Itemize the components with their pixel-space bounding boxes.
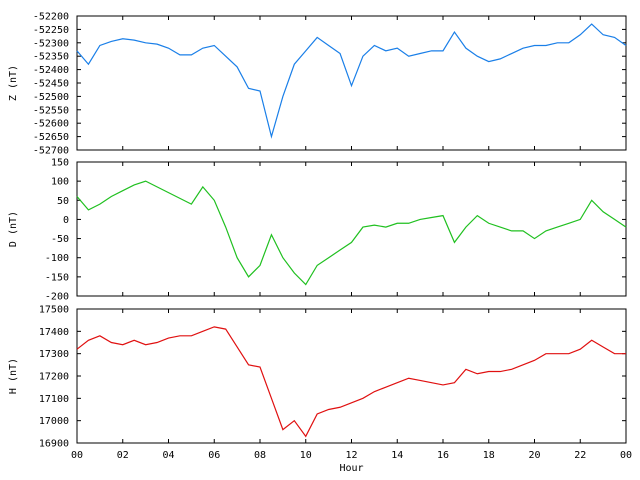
x-tick-label: 10 bbox=[300, 450, 312, 461]
y-tick-label: -100 bbox=[45, 253, 69, 264]
y-tick-label: -52250 bbox=[33, 25, 69, 36]
y-tick-label: 17300 bbox=[39, 349, 69, 360]
y-axis-label: H (nT) bbox=[8, 358, 19, 394]
x-tick-label: 16 bbox=[437, 450, 449, 461]
y-tick-label: -52400 bbox=[33, 65, 69, 76]
x-tick-label: 12 bbox=[345, 450, 357, 461]
y-tick-label: 17400 bbox=[39, 327, 69, 338]
x-axis-label: Hour bbox=[339, 463, 363, 474]
y-tick-label: -52700 bbox=[33, 146, 69, 157]
x-tick-label: 20 bbox=[528, 450, 540, 461]
plot-frame bbox=[76, 308, 627, 444]
y-tick-label: -50 bbox=[51, 234, 69, 245]
plot-frame bbox=[76, 15, 627, 151]
y-tick-label: 0 bbox=[63, 215, 69, 226]
y-tick-label: 17000 bbox=[39, 416, 69, 427]
x-tick-label: 04 bbox=[162, 450, 174, 461]
plot-frame bbox=[76, 161, 627, 297]
y-tick-label: -150 bbox=[45, 272, 69, 283]
y-tick-label: -200 bbox=[45, 292, 69, 303]
data-line bbox=[76, 23, 627, 139]
y-tick-label: -52550 bbox=[33, 105, 69, 116]
x-tick-label: 00 bbox=[71, 450, 83, 461]
y-tick-label: 150 bbox=[51, 158, 69, 169]
x-tick-label: 02 bbox=[117, 450, 129, 461]
y-tick-label: 100 bbox=[51, 177, 69, 188]
data-line bbox=[76, 180, 627, 286]
y-tick-label: 17100 bbox=[39, 394, 69, 405]
x-tick-label: 00 bbox=[620, 450, 632, 461]
y-tick-label: 17200 bbox=[39, 372, 69, 383]
y-tick-label: -52350 bbox=[33, 52, 69, 63]
y-tick-label: -52500 bbox=[33, 92, 69, 103]
y-tick-label: -52650 bbox=[33, 132, 69, 143]
y-axis-label: Z (nT) bbox=[8, 65, 19, 101]
y-tick-label: -52300 bbox=[33, 38, 69, 49]
y-axis-label: D (nT) bbox=[8, 211, 19, 247]
x-tick-label: 14 bbox=[391, 450, 403, 461]
y-tick-label: 17500 bbox=[39, 305, 69, 316]
x-tick-label: 08 bbox=[254, 450, 266, 461]
y-tick-label: 16900 bbox=[39, 439, 69, 450]
y-tick-label: -52600 bbox=[33, 119, 69, 130]
x-tick-label: 22 bbox=[574, 450, 586, 461]
y-tick-label: 50 bbox=[57, 196, 69, 207]
data-line bbox=[76, 326, 626, 438]
y-tick-label: -52200 bbox=[33, 12, 69, 23]
y-tick-label: -52450 bbox=[33, 79, 69, 90]
x-tick-label: 18 bbox=[483, 450, 495, 461]
x-tick-label: 06 bbox=[208, 450, 220, 461]
